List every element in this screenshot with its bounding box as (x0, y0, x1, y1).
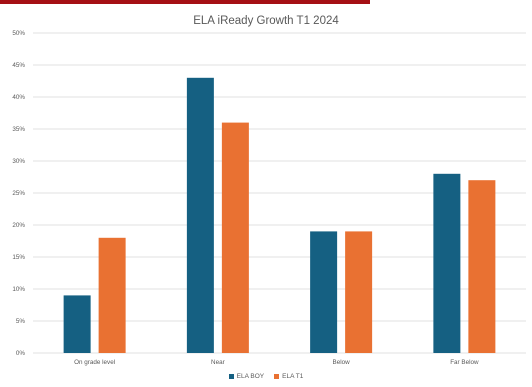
bar (222, 123, 249, 353)
chart-legend: ELA BOY ELA T1 (0, 373, 532, 380)
bar (64, 295, 91, 353)
legend-label-boy: ELA BOY (237, 373, 264, 380)
bar (310, 231, 337, 353)
x-tick-label: Far Below (450, 359, 479, 366)
legend-swatch-boy (229, 374, 234, 379)
y-tick-label: 35% (12, 126, 25, 133)
y-tick-label: 30% (12, 158, 25, 165)
y-tick-label: 40% (12, 94, 25, 101)
y-tick-label: 45% (12, 62, 25, 69)
bar (187, 78, 214, 353)
legend-item-t1: ELA T1 (274, 373, 303, 380)
y-tick-label: 15% (12, 254, 25, 261)
legend-swatch-t1 (274, 374, 279, 379)
bar (433, 174, 460, 353)
y-tick-label: 5% (16, 318, 26, 325)
y-tick-label: 25% (12, 190, 25, 197)
legend-label-t1: ELA T1 (282, 373, 303, 380)
legend-item-boy: ELA BOY (229, 373, 264, 380)
x-tick-label: On grade level (74, 359, 115, 366)
x-tick-label: Near (211, 359, 225, 366)
bar (345, 231, 372, 353)
bar (468, 180, 495, 353)
y-tick-label: 20% (12, 222, 25, 229)
y-tick-label: 10% (12, 286, 25, 293)
y-tick-label: 0% (16, 350, 26, 357)
x-tick-label: Below (333, 359, 351, 366)
y-tick-label: 50% (12, 30, 25, 37)
bar (99, 238, 126, 353)
